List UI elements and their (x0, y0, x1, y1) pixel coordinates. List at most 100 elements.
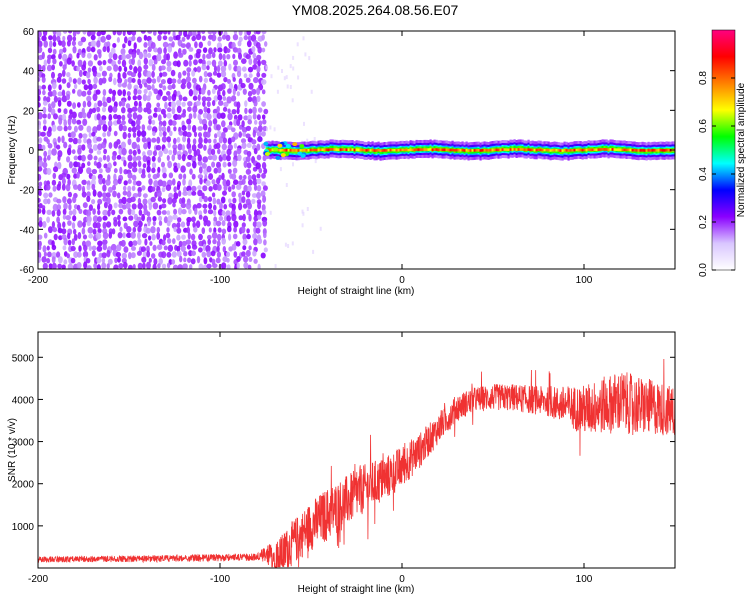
spectrogram-noise-cell (252, 106, 257, 115)
spectrogram-noise-cell (76, 119, 82, 125)
spectrogram-noise-cell (302, 36, 305, 41)
spectrogram-noise-cell (186, 162, 192, 167)
spectrogram-noise-cell (93, 263, 97, 269)
spectrogram-noise-cell (77, 166, 84, 174)
spectrogram-noise-cell (117, 256, 121, 263)
spectrogram-noise-cell (62, 35, 66, 42)
spectrogram-noise-cell (119, 226, 123, 233)
spectrogram-noise-cell (87, 142, 92, 150)
spectrogram-noise-cell (151, 167, 156, 174)
spectrogram-noise-cell (245, 54, 251, 60)
spectrogram-noise-cell (62, 245, 67, 251)
spectrogram-noise-cell (253, 77, 259, 84)
spectrogram-band-cell (292, 142, 298, 147)
spectrogram-noise-cell (231, 213, 237, 222)
snr-y-tick-label: 1000 (12, 522, 35, 533)
spectrogram-band-core (451, 148, 454, 152)
spectrogram-y-tick-label: -20 (20, 186, 35, 197)
spectrogram-noise-cell (56, 183, 61, 191)
spectrogram-noise-cell (118, 198, 123, 204)
spectrogram-noise-cell (83, 137, 87, 144)
spectrogram-noise-cell (125, 103, 131, 109)
spectrogram-noise-cell (90, 46, 96, 53)
spectrogram-noise-cell (127, 154, 133, 162)
spectrogram-noise-cell (137, 197, 142, 205)
spectrogram-noise-cell (213, 204, 217, 211)
spectrogram-band-core (327, 148, 330, 152)
spectrogram-noise-cell (151, 63, 156, 72)
spectrogram-band-cell (280, 153, 286, 158)
spectrogram-noise-cell (122, 185, 127, 191)
spectrogram-noise-cell (236, 184, 242, 191)
spectrogram-noise-cell (163, 31, 168, 35)
spectrogram-noise-cell (236, 107, 240, 115)
spectrogram-noise-cell (43, 232, 48, 239)
spectrogram-noise-cell (63, 141, 68, 149)
spectrogram-noise-cell (261, 34, 265, 41)
spectrogram-noise-cell (112, 105, 118, 113)
spectrogram-noise-cell (225, 34, 231, 42)
spectrogram-noise-cell (151, 84, 155, 91)
colorbar: 0.00.20.40.60.8 Normalized spectral ampl… (698, 29, 747, 277)
colorbar-frame (711, 29, 736, 271)
snr-x-ticks: -200 -100 0 100 (28, 332, 593, 585)
spectrogram-noise-cell (113, 202, 118, 209)
spectrogram-noise-cell (218, 100, 224, 106)
spectrogram-noise-cell (77, 77, 82, 85)
spectrogram-band-core (271, 148, 274, 152)
spectrogram-noise-cell (218, 216, 224, 221)
spectrogram-noise-cell (240, 82, 246, 89)
spectrogram-noise-cell (171, 259, 176, 265)
spectrogram-noise-cell (190, 258, 196, 265)
spectrogram-noise-cell (210, 250, 216, 257)
spectrogram-noise-cell (116, 139, 121, 145)
spectrogram-noise-cell (117, 89, 123, 96)
spectrogram-band-core (337, 148, 340, 151)
spectrogram-noise-cell (246, 162, 252, 169)
spectrogram-band-cell (275, 155, 281, 160)
spectrogram-noise-cell (93, 54, 98, 61)
spectrogram-noise-cell (82, 100, 87, 108)
spectrogram-noise-cell (117, 178, 122, 185)
spectrogram-noise-cell (56, 31, 62, 38)
spectrogram-noise-cell (77, 59, 83, 67)
spectrogram-noise-cell (211, 179, 216, 185)
spectrogram-noise-cell (47, 149, 52, 157)
spectrogram-noise-cell (256, 71, 261, 78)
spectrogram-band-core (405, 148, 408, 152)
spectrogram-noise-cell (208, 173, 214, 180)
spectrogram-noise-cell (156, 244, 163, 251)
spectrogram-noise-cell (120, 239, 126, 247)
spectrogram-noise-cell (42, 100, 48, 106)
spectrogram-noise-cell (61, 78, 67, 84)
spectrogram-noise-cell (186, 131, 192, 138)
spectrogram-band-core (517, 148, 520, 151)
spectrogram-band-core (387, 148, 390, 152)
spectrogram-noise-cell (86, 52, 92, 59)
spectrogram-noise-cell (91, 107, 97, 114)
spectrogram-noise-cell (43, 40, 48, 48)
spectrogram-noise-cell (166, 65, 172, 72)
spectrogram-noise-cell (38, 112, 43, 120)
spectrogram-noise-cell (269, 210, 272, 215)
spectrogram-band-core (647, 149, 650, 152)
spectrogram-noise-cell (162, 172, 167, 179)
spectrogram-noise-cell (85, 240, 92, 247)
spectrogram-noise-cell (105, 192, 111, 198)
spectrogram-noise-cell (226, 264, 231, 269)
spectrogram-noise-cell (222, 53, 226, 61)
spectrogram-noise-cell (198, 58, 204, 64)
spectrogram-noise-cell (201, 251, 207, 258)
spectrogram-band-core (475, 149, 478, 152)
spectrogram-noise-cell (46, 155, 51, 161)
spectrogram-noise-cell (52, 89, 57, 97)
spectrogram-noise-cell (273, 127, 276, 132)
spectrogram-noise-cell (206, 101, 211, 108)
spectrogram-noise-cell (243, 184, 249, 193)
spectrogram-noise-cell (143, 64, 149, 70)
spectrogram-noise-cell (106, 96, 112, 104)
spectrogram-noise-cell (222, 161, 227, 168)
spectrogram-band-core (311, 148, 314, 152)
spectrogram-noise-cell (243, 174, 247, 180)
